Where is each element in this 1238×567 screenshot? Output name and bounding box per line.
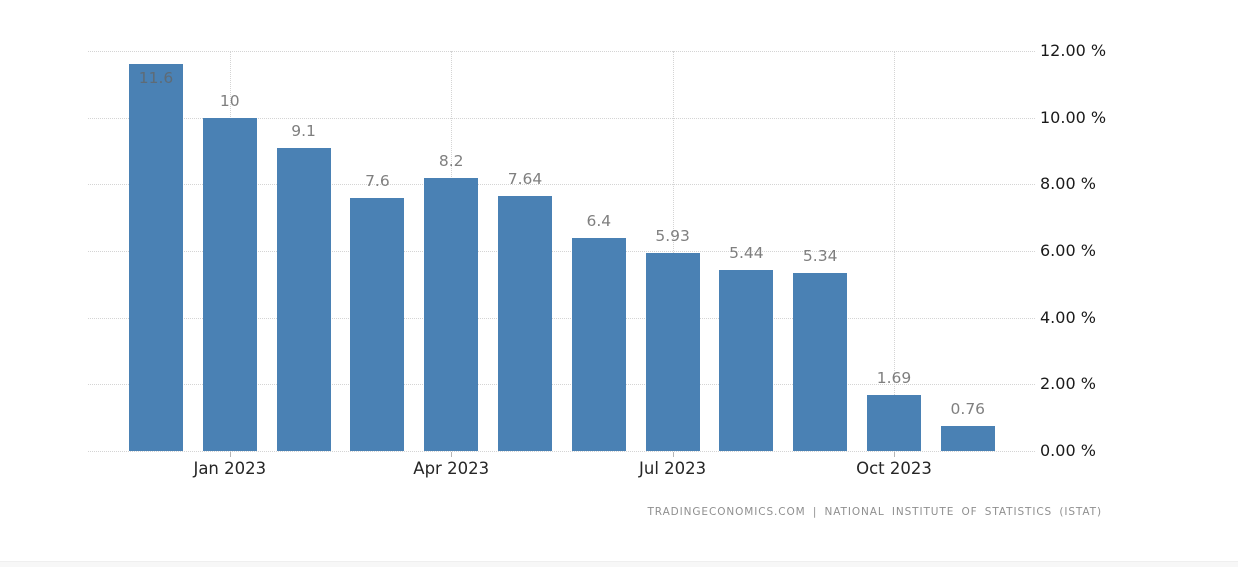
y-axis-tick-label: 0.00 % <box>1040 441 1096 460</box>
y-axis-tick-label: 8.00 % <box>1040 174 1096 194</box>
bar[interactable] <box>793 273 848 451</box>
bar[interactable] <box>571 237 626 451</box>
bottom-divider <box>0 561 1238 567</box>
gridline-horizontal <box>88 51 1035 52</box>
bar-value-label: 9.1 <box>291 121 316 140</box>
bar[interactable] <box>350 197 405 451</box>
y-axis-tick-label: 2.00 % <box>1040 374 1096 394</box>
bar-value-label: 5.93 <box>655 227 690 246</box>
x-axis-tick-mark <box>229 452 231 457</box>
x-axis-tick-label: Oct 2023 <box>856 459 932 478</box>
bar[interactable] <box>498 196 552 451</box>
x-axis-tick-label: Jan 2023 <box>193 459 267 478</box>
x-axis-tick-mark <box>894 452 895 457</box>
bar[interactable] <box>645 253 700 451</box>
bar-value-label: 5.44 <box>729 243 764 262</box>
bar-value-label: 7.6 <box>365 171 390 190</box>
bar-value-label: 6.4 <box>586 211 612 230</box>
bar-value-label: 7.64 <box>507 170 543 189</box>
gridline-horizontal <box>88 117 1035 119</box>
bar[interactable] <box>867 394 921 451</box>
bar[interactable] <box>719 269 774 451</box>
gridline-horizontal <box>88 384 1035 386</box>
bar[interactable] <box>202 117 257 451</box>
y-axis-tick-label: 4.00 % <box>1040 307 1096 327</box>
bar-value-label: 0.76 <box>950 399 986 418</box>
gridline-horizontal <box>88 184 1035 186</box>
bar-value-label: 10 <box>219 91 240 110</box>
x-axis-tick-label: Apr 2023 <box>413 459 490 478</box>
bar[interactable] <box>129 64 183 451</box>
source-attribution-text: TRADINGECONOMICS.COM | NATIONAL INSTITUT… <box>647 506 1102 518</box>
bar-value-label: 11.6 <box>138 69 174 88</box>
bar[interactable] <box>940 425 995 451</box>
gridline-horizontal <box>88 451 1035 452</box>
x-axis-tick-mark <box>451 452 453 457</box>
x-axis-tick-label: Jul 2023 <box>639 459 707 478</box>
source-attribution: TRADINGECONOMICS.COM | NATIONAL INSTITUT… <box>647 506 1102 518</box>
gridline-horizontal <box>88 251 1035 252</box>
bar-value-label: 5.34 <box>802 247 838 265</box>
bar[interactable] <box>424 177 479 451</box>
y-axis-tick-label: 12.00 % <box>1040 41 1107 60</box>
y-axis-tick-label: 10.00 % <box>1040 107 1107 127</box>
bar-value-label: 8.2 <box>438 151 464 170</box>
gridline-horizontal <box>88 317 1035 319</box>
y-axis-tick-label: 6.00 % <box>1040 241 1096 260</box>
gridline-vertical <box>894 51 895 451</box>
x-axis-tick-mark <box>672 452 674 457</box>
gridline-vertical <box>672 51 674 451</box>
bar[interactable] <box>276 147 331 451</box>
bar-value-label: 1.69 <box>876 368 912 387</box>
